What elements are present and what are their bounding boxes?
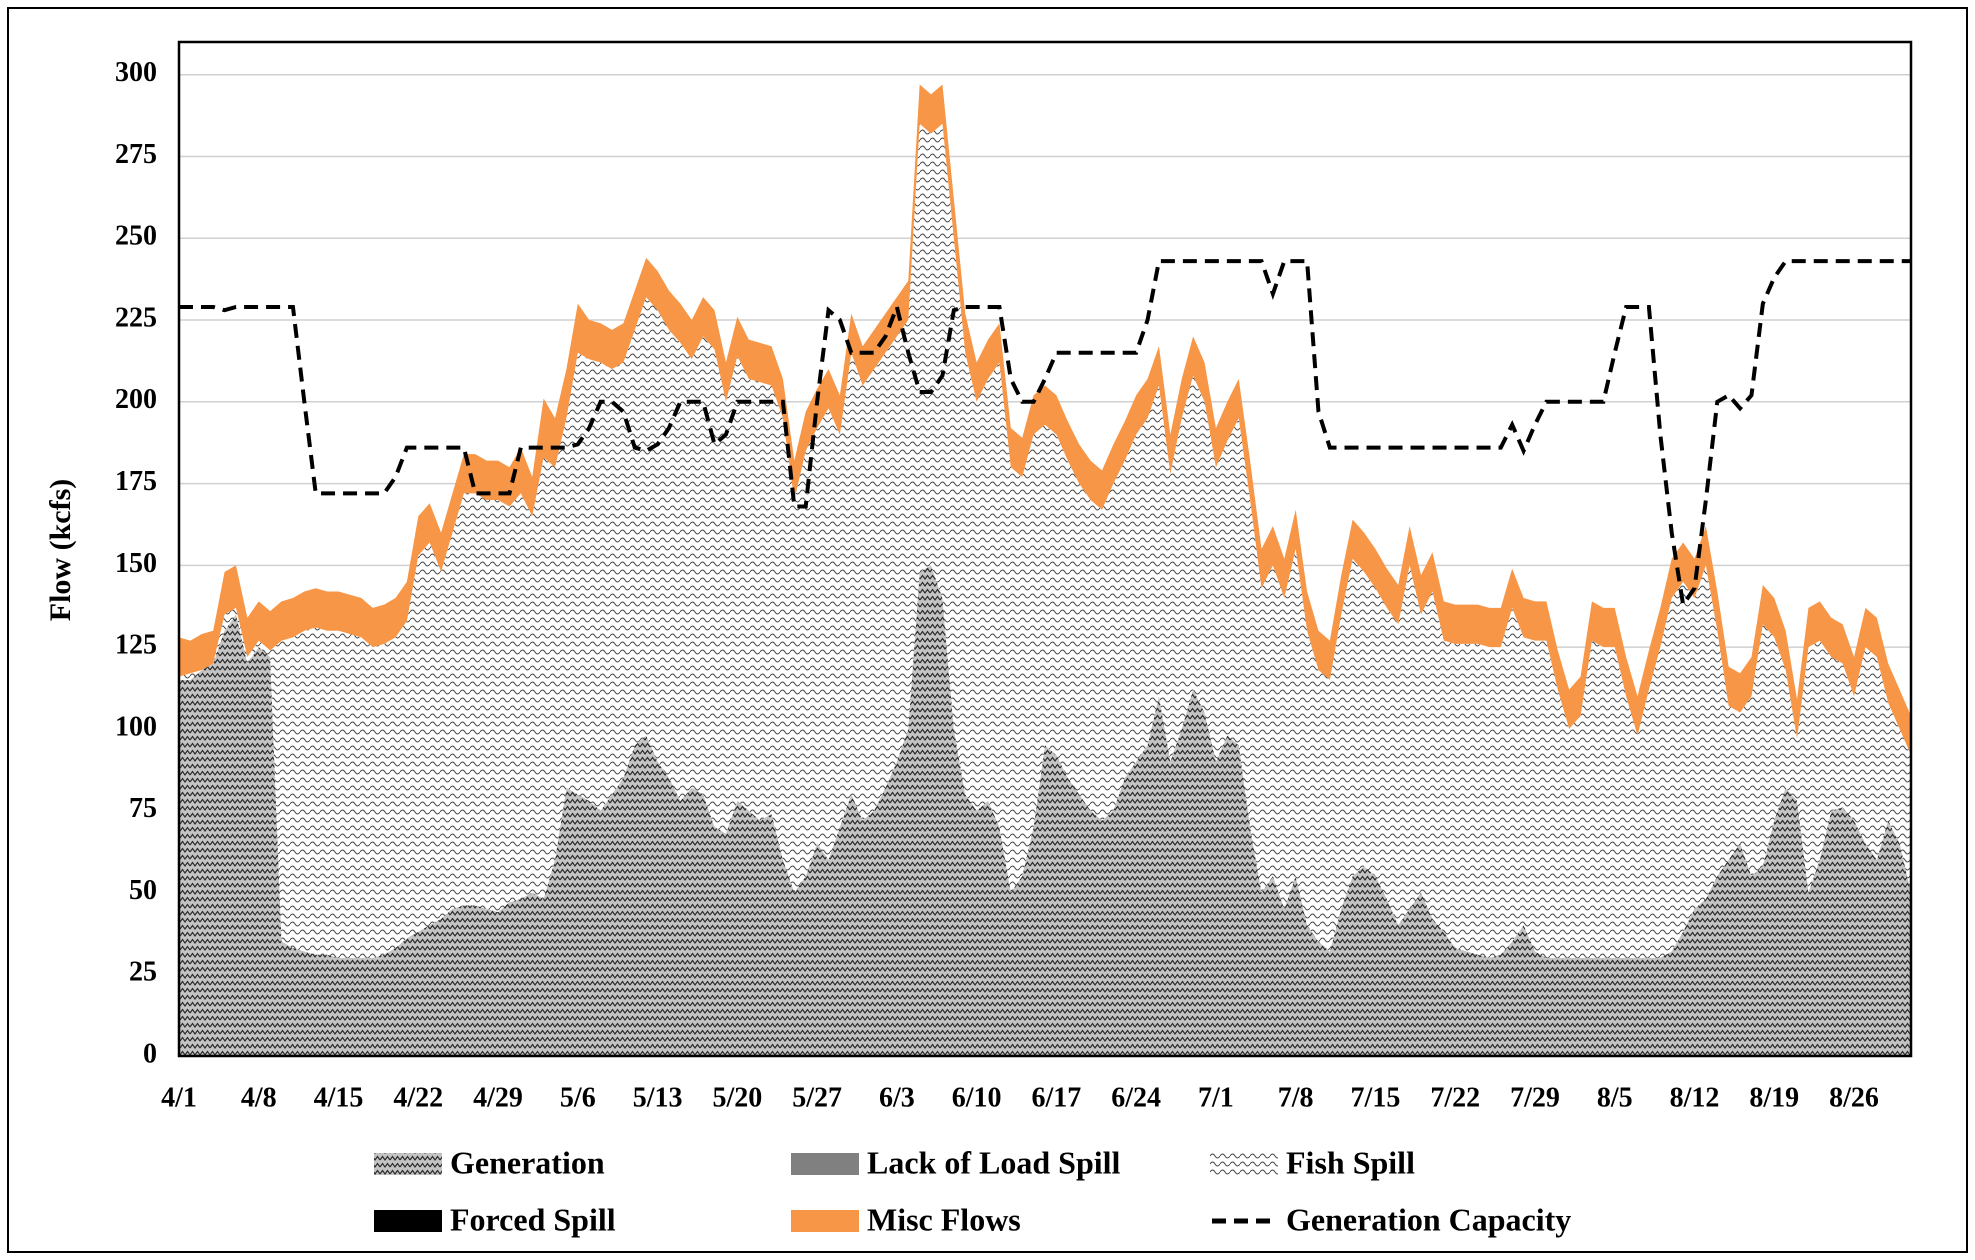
x-tick-label: 7/22 [1430, 1082, 1480, 1113]
x-tick-label: 7/29 [1510, 1082, 1560, 1113]
y-tick-label: 150 [115, 548, 157, 579]
y-tick-label: 175 [115, 466, 157, 497]
x-tick-label: 6/17 [1032, 1082, 1082, 1113]
legend-swatch [374, 1210, 442, 1232]
legend-swatch [791, 1210, 859, 1232]
legend-swatch [374, 1153, 442, 1175]
legend-label: Fish Spill [1286, 1144, 1415, 1180]
x-tick-label: 4/8 [241, 1082, 277, 1113]
legend-swatch [791, 1153, 859, 1175]
x-tick-label: 4/1 [161, 1082, 197, 1113]
legend: Generation Lack of Load Spill Fish Spill Fo… [374, 1144, 1571, 1237]
area-4 [179, 84, 1911, 756]
legend-label: Forced Spill [450, 1201, 616, 1237]
y-tick-label: 125 [115, 630, 157, 661]
x-tick-label: 7/1 [1198, 1082, 1234, 1113]
y-tick-label: 250 [115, 221, 157, 252]
y-tick-label: 200 [115, 384, 157, 415]
x-tick-label: 6/24 [1111, 1082, 1161, 1113]
y-tick-label: 50 [129, 875, 157, 906]
y-tick-label: 225 [115, 302, 157, 333]
x-tick-label: 5/13 [633, 1082, 683, 1113]
x-tick-label: 8/12 [1670, 1082, 1720, 1113]
x-tick-label: 5/27 [792, 1082, 842, 1113]
y-tick-label: 300 [115, 57, 157, 88]
y-axis-title: Flow (kcfs) [44, 479, 77, 621]
legend-label: Generation Capacity [1286, 1201, 1571, 1237]
legend-swatch [1210, 1153, 1278, 1175]
x-tick-label: 4/29 [473, 1082, 523, 1113]
x-tick-label: 8/5 [1597, 1082, 1633, 1113]
plot-frame [177, 40, 1913, 1058]
legend-label: Misc Flows [867, 1201, 1021, 1237]
x-tick-label: 5/6 [560, 1082, 596, 1113]
area-2 [179, 123, 1911, 958]
x-tick-label: 7/8 [1278, 1082, 1314, 1113]
legend-label: Lack of Load Spill [867, 1144, 1121, 1180]
x-tick-label: 7/15 [1351, 1082, 1401, 1113]
area-0 [179, 565, 1911, 1056]
x-tick-label: 8/26 [1829, 1082, 1879, 1113]
capacity-line [179, 259, 1911, 610]
x-tick-label: 4/22 [393, 1082, 443, 1113]
x-tick-label: 8/19 [1749, 1082, 1799, 1113]
y-tick-label: 25 [129, 957, 157, 988]
x-tick-label: 6/10 [952, 1082, 1002, 1113]
y-tick-label: 0 [143, 1038, 157, 1069]
x-tick-label: 6/3 [879, 1082, 915, 1113]
outer-frame [7, 7, 1968, 1253]
plot-area: 0 25 50 75 100 125 150 175 200 225 250 275 300 4/1 4/8… [115, 40, 1913, 1113]
x-tick-label: 5/20 [712, 1082, 762, 1113]
y-tick-label: 75 [129, 793, 157, 824]
y-tick-label: 275 [115, 139, 157, 170]
legend-label: Generation [450, 1144, 605, 1180]
x-tick-label: 4/15 [314, 1082, 364, 1113]
y-tick-label: 100 [115, 711, 157, 742]
